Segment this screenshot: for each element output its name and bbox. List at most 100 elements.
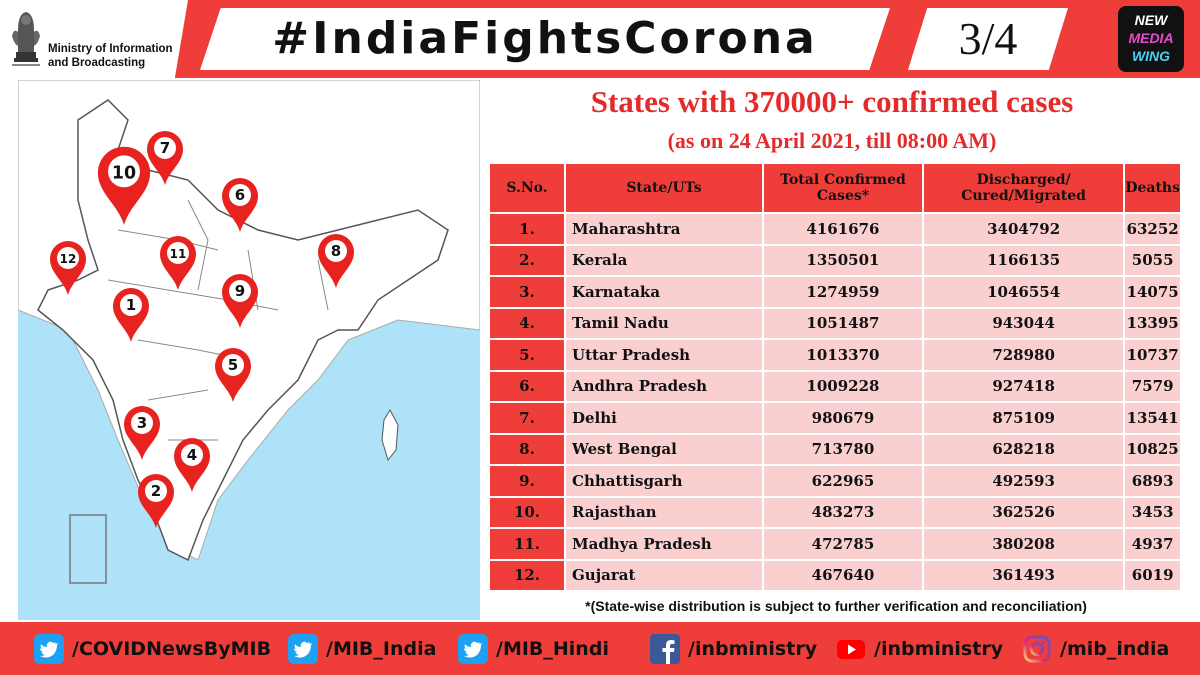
cell-discharged: 380208 — [921, 527, 1126, 561]
cell-discharged: 1166135 — [921, 243, 1126, 277]
map-marker-label: 9 — [235, 282, 245, 300]
cell-confirmed: 472785 — [762, 527, 924, 561]
ministry-line-2: and Broadcasting — [48, 57, 146, 69]
facebook-icon — [650, 633, 680, 664]
cell-state: Gujarat — [564, 558, 764, 592]
map-marker-8: 8 — [318, 234, 354, 288]
map-marker-label: 7 — [160, 139, 170, 157]
cell-sno: 2. — [488, 243, 566, 277]
cell-sno: 9. — [488, 464, 566, 498]
map-marker-11: 11 — [160, 236, 196, 290]
cell-state: Rajasthan — [564, 495, 764, 529]
cell-confirmed: 713780 — [762, 432, 924, 466]
cell-discharged: 3404792 — [921, 212, 1126, 246]
national-emblem-icon — [12, 12, 40, 66]
states-table: S.No. State/UTs Total Confirmed Cases* D… — [488, 162, 1182, 592]
map-marker-label: 6 — [235, 186, 245, 204]
cell-deaths: 13395 — [1123, 306, 1182, 340]
cell-state: Karnataka — [564, 275, 764, 309]
hashtag-title: #IndiaFightsCorona — [272, 13, 818, 64]
cell-confirmed: 467640 — [762, 558, 924, 592]
social-handle: /MIB_India — [326, 637, 437, 660]
map-marker-label: 2 — [151, 482, 161, 500]
cell-confirmed: 1274959 — [762, 275, 924, 309]
cell-state: Tamil Nadu — [564, 306, 764, 340]
cell-deaths: 10825 — [1123, 432, 1182, 466]
social-handle: /MIB_Hindi — [496, 637, 609, 660]
header-discharged: Discharged/ Cured/Migrated — [921, 162, 1126, 214]
table-row: 10. Rajasthan 483273 362526 3453 — [488, 495, 1182, 529]
table-row: 5. Uttar Pradesh 1013370 728980 10737 — [488, 338, 1182, 372]
page-subtitle: (as on 24 April 2021, till 08:00 AM) — [667, 128, 997, 153]
social-link-mib-india[interactable]: /MIB_India — [288, 622, 436, 675]
map-marker-4: 4 — [174, 438, 210, 492]
table-row: 3. Karnataka 1274959 1046554 14075 — [488, 275, 1182, 309]
instagram-icon — [1023, 635, 1051, 662]
header-deaths: Deaths — [1123, 162, 1182, 214]
cell-discharged: 943044 — [921, 306, 1126, 340]
map-marker-5: 5 — [215, 348, 251, 402]
footnote: *(State-wise distribution is subject to … — [585, 598, 1087, 614]
social-handle: /mib_india — [1060, 637, 1170, 660]
social-footer: /COVIDNewsByMIB /MIB_India /MIB_Hindi /i… — [0, 622, 1200, 675]
map-marker-6: 6 — [222, 178, 258, 232]
cell-discharged: 492593 — [921, 464, 1126, 498]
map-marker-label: 10 — [112, 164, 136, 184]
cell-discharged: 1046554 — [921, 275, 1126, 309]
cell-deaths: 10737 — [1123, 338, 1182, 372]
cell-state: Andhra Pradesh — [564, 369, 764, 403]
map-marker-1: 1 — [113, 288, 149, 342]
table-row: 9. Chhattisgarh 622965 492593 6893 — [488, 464, 1182, 498]
cell-confirmed: 1051487 — [762, 306, 924, 340]
social-link-youtube[interactable]: /inbministry — [836, 622, 1003, 675]
page-title: States with 370000+ confirmed cases — [590, 84, 1074, 119]
cell-sno: 6. — [488, 369, 566, 403]
map-marker-9: 9 — [222, 274, 258, 328]
cell-sno: 10. — [488, 495, 566, 529]
cell-deaths: 63252 — [1123, 212, 1182, 246]
page-number-panel: 3/4 — [908, 8, 1068, 70]
cell-state: Chhattisgarh — [564, 464, 764, 498]
cell-confirmed: 4161676 — [762, 212, 924, 246]
social-link-instagram[interactable]: /mib_india — [1022, 622, 1169, 675]
cell-deaths: 7579 — [1123, 369, 1182, 403]
logo-line-media: MEDIA — [1128, 30, 1174, 46]
map-marker-label: 1 — [126, 296, 136, 314]
cell-confirmed: 1009228 — [762, 369, 924, 403]
cell-discharged: 628218 — [921, 432, 1126, 466]
table-row: 4. Tamil Nadu 1051487 943044 13395 — [488, 306, 1182, 340]
cell-state: Madhya Pradesh — [564, 527, 764, 561]
cell-deaths: 5055 — [1123, 243, 1182, 277]
map-marker-10: 10 — [97, 146, 151, 225]
cell-discharged: 927418 — [921, 369, 1126, 403]
cell-sno: 8. — [488, 432, 566, 466]
social-link-covidnewsbymib[interactable]: /COVIDNewsByMIB — [34, 622, 271, 675]
cell-state: Maharashtra — [564, 212, 764, 246]
cell-state: Delhi — [564, 401, 764, 435]
cell-sno: 1. — [488, 212, 566, 246]
logo-line-new: NEW — [1134, 12, 1168, 28]
twitter-icon — [458, 633, 488, 664]
hashtag-panel: #IndiaFightsCorona — [200, 8, 890, 70]
header-confirmed: Total Confirmed Cases* — [762, 162, 924, 214]
social-link-facebook[interactable]: /inbministry — [650, 622, 817, 675]
cell-confirmed: 1013370 — [762, 338, 924, 372]
cell-discharged: 728980 — [921, 338, 1126, 372]
ministry-line-1: Ministry of Information — [48, 43, 173, 55]
logo-line-wing: WING — [1131, 48, 1171, 64]
map-marker-12: 12 — [50, 241, 86, 295]
social-link-mib-hindi[interactable]: /MIB_Hindi — [458, 622, 609, 675]
table-row: 8. West Bengal 713780 628218 10825 — [488, 432, 1182, 466]
map-marker-7: 7 — [147, 131, 183, 185]
cell-deaths: 6893 — [1123, 464, 1182, 498]
map-marker-3: 3 — [124, 406, 160, 460]
cell-discharged: 361493 — [921, 558, 1126, 592]
table-row: 11. Madhya Pradesh 472785 380208 4937 — [488, 527, 1182, 561]
cell-deaths: 14075 — [1123, 275, 1182, 309]
cell-sno: 7. — [488, 401, 566, 435]
cell-state: Kerala — [564, 243, 764, 277]
header-sno: S.No. — [488, 162, 566, 214]
cell-confirmed: 980679 — [762, 401, 924, 435]
